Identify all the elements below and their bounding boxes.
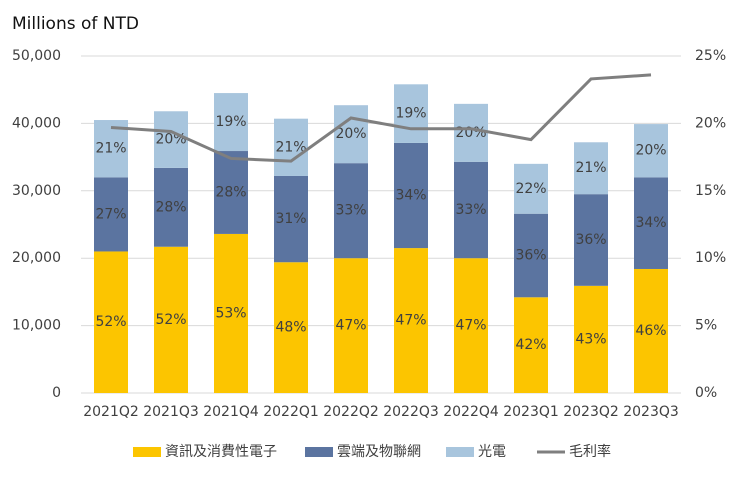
segment-label: 21% [275, 139, 306, 155]
segment-label: 34% [395, 188, 426, 204]
bar-segment [634, 177, 668, 269]
bar-segment [334, 105, 368, 164]
y2-tick-label: 0% [695, 385, 717, 401]
bar-segment [334, 163, 368, 259]
segment-label: 19% [215, 114, 246, 130]
segment-label: 52% [155, 312, 186, 328]
segment-label: 20% [155, 132, 186, 148]
bar-segment [574, 142, 608, 195]
segment-label: 19% [395, 106, 426, 122]
segment-label: 33% [455, 202, 486, 218]
y2-tick-label: 20% [695, 115, 726, 131]
segment-label: 43% [575, 331, 606, 347]
segment-label: 36% [515, 248, 546, 264]
segment-label: 47% [335, 318, 366, 334]
y2-tick-label: 25% [695, 48, 726, 64]
x-tick-label: 2022Q4 [443, 404, 499, 420]
bar-segment [214, 93, 248, 152]
y-tick-label: 10,000 [12, 318, 61, 334]
segment-label: 48% [275, 320, 306, 336]
segment-label: 27% [95, 206, 126, 222]
y-tick-label: 0 [52, 385, 61, 401]
segment-label: 53% [215, 305, 246, 321]
bar-segment [154, 167, 188, 247]
bar-segment [634, 268, 668, 393]
bar-segment [454, 103, 488, 162]
segment-label: 47% [455, 318, 486, 334]
bar-segment [334, 258, 368, 393]
bar-segment [274, 118, 308, 176]
bar-segment [214, 233, 248, 393]
segment-label: 20% [455, 125, 486, 141]
segment-label: 46% [635, 323, 666, 339]
segment-label: 20% [635, 143, 666, 159]
segment-label: 31% [275, 211, 306, 227]
segment-label: 21% [95, 141, 126, 157]
bar-segment [154, 111, 188, 168]
segment-label: 34% [635, 215, 666, 231]
legend-swatch [133, 447, 161, 457]
segment-label: 42% [515, 337, 546, 353]
bar-segment [454, 161, 488, 259]
legend-swatch [305, 447, 333, 457]
bar-segment [574, 285, 608, 393]
bar-segment [94, 177, 128, 252]
legend-label: 資訊及消費性電子 [165, 444, 277, 460]
x-tick-label: 2021Q4 [203, 404, 259, 420]
bar-segment [94, 251, 128, 393]
segment-label: 28% [215, 184, 246, 200]
bar-segment [574, 194, 608, 286]
x-tick-label: 2022Q2 [323, 404, 379, 420]
bar-segment [274, 262, 308, 393]
bar-segment [394, 142, 428, 249]
legend-swatch [446, 447, 474, 457]
bar-segment [274, 175, 308, 263]
bar-segment [514, 297, 548, 393]
x-tick-label: 2022Q3 [383, 404, 439, 420]
segment-label: 52% [95, 314, 126, 330]
bar-segment [634, 124, 668, 178]
y-tick-label: 20,000 [12, 250, 61, 266]
y2-tick-label: 10% [695, 250, 726, 266]
x-tick-label: 2023Q1 [503, 404, 559, 420]
segment-label: 28% [155, 199, 186, 215]
segment-label: 33% [335, 203, 366, 219]
bar-segment [454, 258, 488, 393]
y-tick-label: 40,000 [12, 115, 61, 131]
segment-label: 21% [575, 160, 606, 176]
legend-label: 光電 [478, 444, 506, 460]
segment-label: 22% [515, 181, 546, 197]
x-tick-label: 2022Q1 [263, 404, 319, 420]
bar-segment [214, 151, 248, 234]
x-tick-label: 2021Q2 [83, 404, 139, 420]
bar-segment [514, 163, 548, 214]
x-tick-label: 2023Q3 [623, 404, 679, 420]
y-axis-title: Millions of NTD [12, 14, 139, 34]
legend-label: 雲端及物聯網 [337, 444, 421, 460]
bar-segment [514, 213, 548, 298]
y-tick-label: 30,000 [12, 183, 61, 199]
segment-label: 47% [395, 313, 426, 329]
bar-segment [394, 248, 428, 393]
y2-tick-label: 15% [695, 183, 726, 199]
margin-line [110, 73, 652, 163]
bar-segment [394, 84, 428, 143]
segment-label: 36% [575, 232, 606, 248]
x-tick-label: 2021Q3 [143, 404, 199, 420]
y-tick-label: 50,000 [12, 48, 61, 64]
x-tick-label: 2023Q2 [563, 404, 619, 420]
segment-label: 20% [335, 126, 366, 142]
bar-segment [154, 246, 188, 393]
y2-tick-label: 5% [695, 318, 717, 334]
legend-label: 毛利率 [569, 443, 611, 460]
